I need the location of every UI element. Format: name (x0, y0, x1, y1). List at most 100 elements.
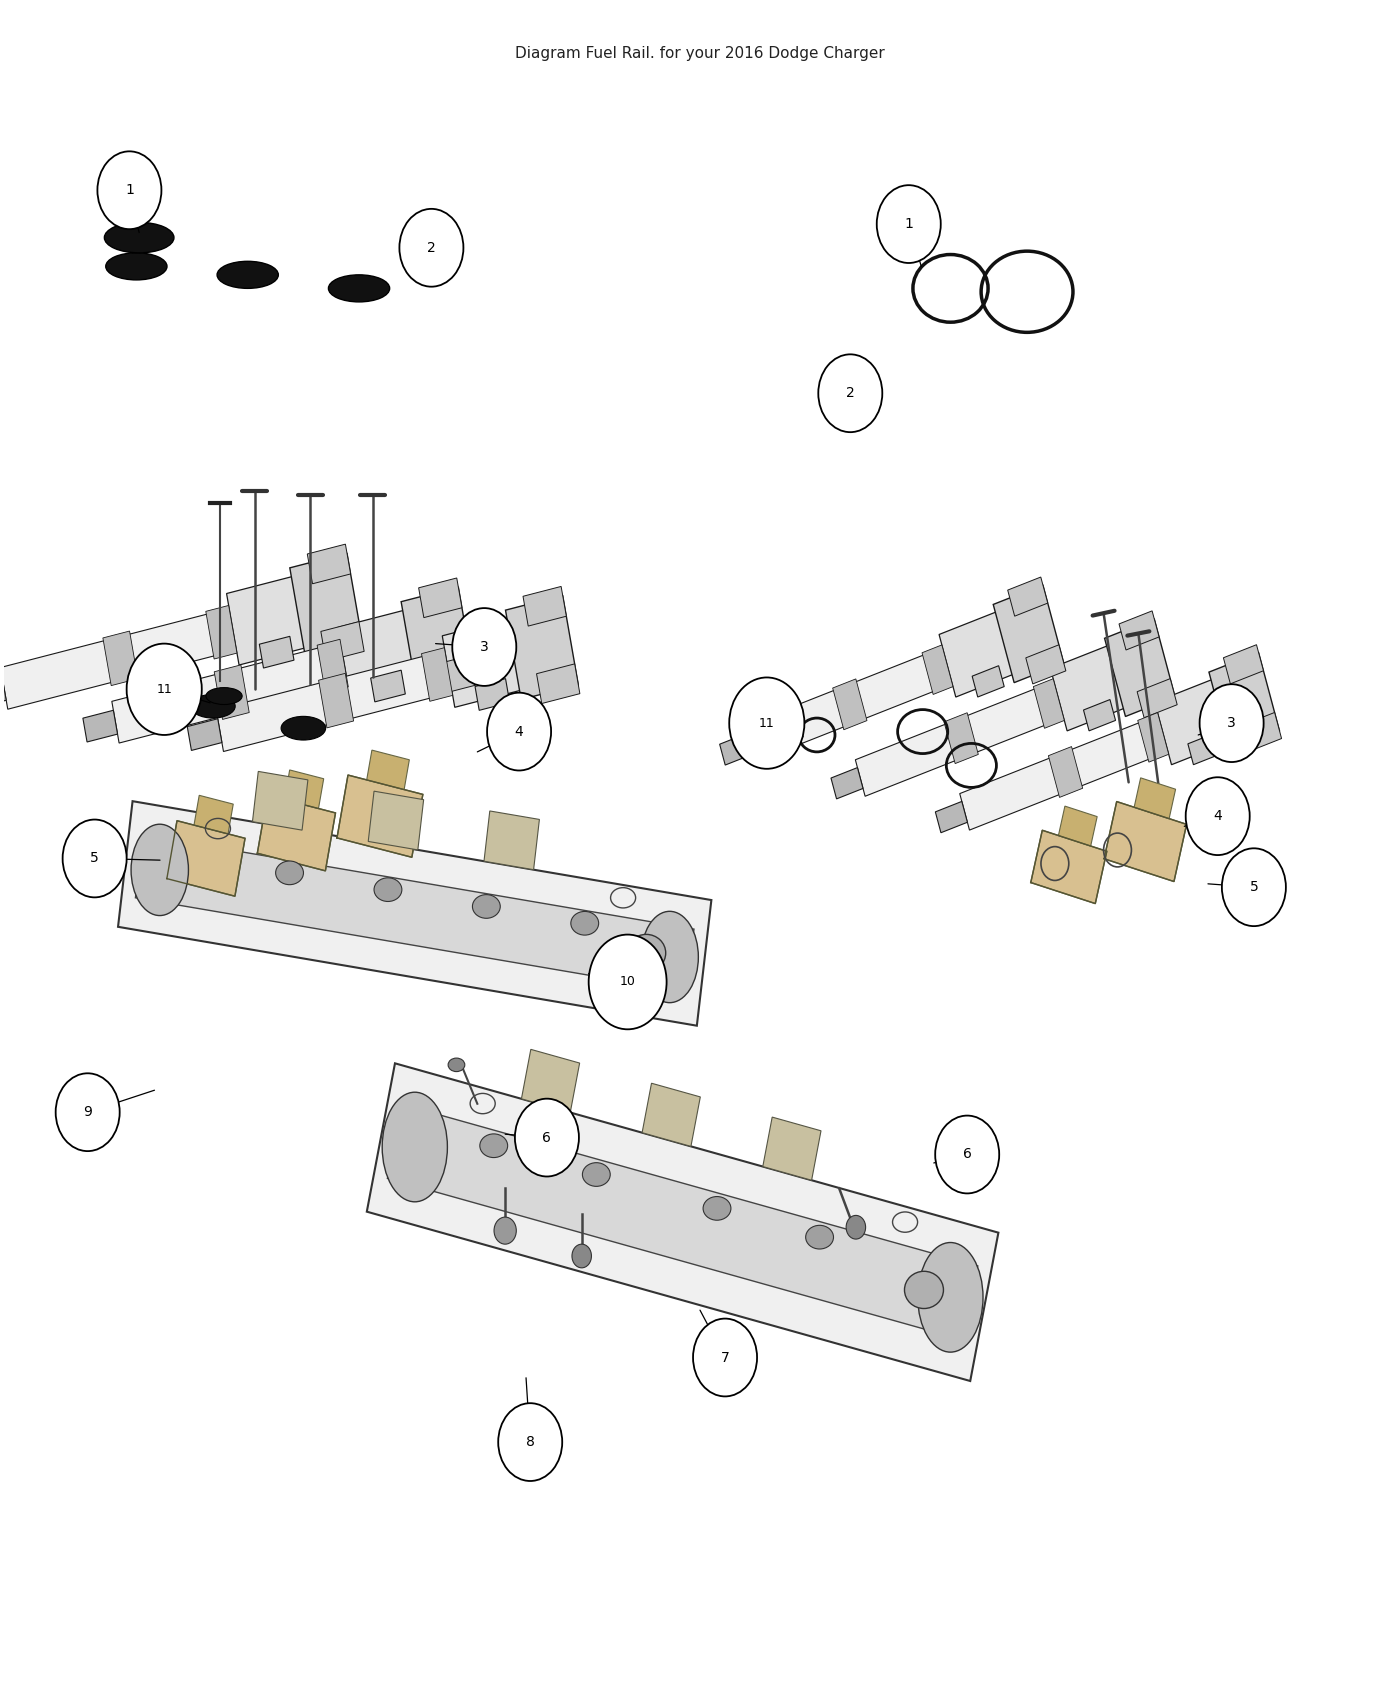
Polygon shape (484, 811, 539, 870)
Ellipse shape (329, 275, 389, 303)
Circle shape (63, 819, 126, 898)
Polygon shape (1155, 677, 1238, 765)
Ellipse shape (472, 894, 500, 918)
Text: 5: 5 (1250, 881, 1259, 894)
Text: 11: 11 (759, 717, 774, 729)
Circle shape (846, 1216, 865, 1239)
Polygon shape (1026, 644, 1065, 683)
Polygon shape (743, 643, 966, 762)
Circle shape (818, 354, 882, 432)
Circle shape (498, 1402, 563, 1481)
Circle shape (1186, 777, 1250, 855)
Circle shape (494, 1217, 517, 1244)
Polygon shape (1134, 779, 1176, 819)
Ellipse shape (904, 1272, 944, 1309)
Text: 1: 1 (904, 218, 913, 231)
Polygon shape (216, 646, 468, 751)
Circle shape (1222, 848, 1285, 926)
Polygon shape (923, 644, 953, 695)
Polygon shape (368, 790, 424, 850)
Polygon shape (1058, 806, 1098, 847)
Ellipse shape (582, 1163, 610, 1187)
Polygon shape (337, 775, 423, 857)
Circle shape (452, 609, 517, 685)
Circle shape (935, 1115, 1000, 1193)
Polygon shape (1050, 643, 1134, 731)
Polygon shape (419, 578, 462, 617)
Text: 10: 10 (620, 976, 636, 988)
Polygon shape (259, 636, 294, 668)
Polygon shape (521, 1049, 580, 1112)
Polygon shape (1084, 699, 1116, 731)
Ellipse shape (276, 860, 304, 884)
Text: 6: 6 (542, 1130, 552, 1144)
Polygon shape (206, 605, 237, 660)
Polygon shape (960, 711, 1182, 830)
Ellipse shape (571, 911, 599, 935)
Text: 6: 6 (963, 1148, 972, 1161)
Polygon shape (935, 801, 967, 833)
Polygon shape (536, 665, 580, 704)
Circle shape (399, 209, 463, 287)
Polygon shape (402, 586, 475, 690)
Polygon shape (944, 712, 979, 763)
Polygon shape (319, 673, 354, 728)
Polygon shape (284, 770, 323, 809)
Polygon shape (252, 772, 308, 830)
Polygon shape (1210, 653, 1280, 750)
Polygon shape (188, 719, 223, 750)
Text: 11: 11 (157, 683, 172, 695)
Polygon shape (318, 639, 349, 694)
Text: 9: 9 (83, 1105, 92, 1119)
Circle shape (693, 1319, 757, 1396)
Ellipse shape (374, 877, 402, 901)
Polygon shape (321, 622, 364, 661)
Polygon shape (972, 666, 1004, 697)
Polygon shape (0, 605, 252, 709)
Polygon shape (1030, 830, 1107, 904)
Ellipse shape (480, 1134, 508, 1158)
Polygon shape (833, 678, 867, 729)
Polygon shape (475, 678, 510, 711)
Circle shape (573, 1244, 591, 1268)
Polygon shape (388, 1105, 977, 1340)
Circle shape (588, 935, 666, 1028)
Text: 7: 7 (721, 1350, 729, 1365)
Polygon shape (1138, 712, 1169, 762)
Ellipse shape (105, 223, 174, 253)
Polygon shape (1008, 576, 1047, 615)
Polygon shape (855, 677, 1077, 796)
Polygon shape (1105, 619, 1175, 716)
Text: 2: 2 (427, 241, 435, 255)
Polygon shape (290, 552, 363, 658)
Polygon shape (337, 607, 427, 699)
Polygon shape (83, 711, 118, 741)
Polygon shape (421, 648, 452, 702)
Polygon shape (367, 1062, 998, 1380)
Ellipse shape (448, 1057, 465, 1071)
Ellipse shape (206, 687, 242, 704)
Polygon shape (136, 835, 694, 991)
Circle shape (98, 151, 161, 230)
Polygon shape (524, 586, 567, 626)
Polygon shape (720, 734, 752, 765)
Polygon shape (1137, 678, 1177, 717)
Polygon shape (1033, 678, 1064, 728)
Polygon shape (195, 796, 234, 835)
Polygon shape (643, 1083, 700, 1146)
Polygon shape (167, 821, 245, 896)
Ellipse shape (132, 824, 189, 916)
Circle shape (126, 644, 202, 734)
Text: 2: 2 (846, 386, 854, 400)
Text: 3: 3 (1228, 716, 1236, 729)
Text: 4: 4 (1214, 809, 1222, 823)
Polygon shape (367, 750, 409, 789)
Ellipse shape (382, 1091, 448, 1202)
Polygon shape (993, 585, 1064, 683)
Polygon shape (214, 665, 249, 719)
Circle shape (56, 1073, 119, 1151)
Polygon shape (1224, 644, 1263, 683)
Ellipse shape (627, 935, 666, 972)
Polygon shape (1119, 610, 1159, 649)
Circle shape (729, 678, 805, 768)
